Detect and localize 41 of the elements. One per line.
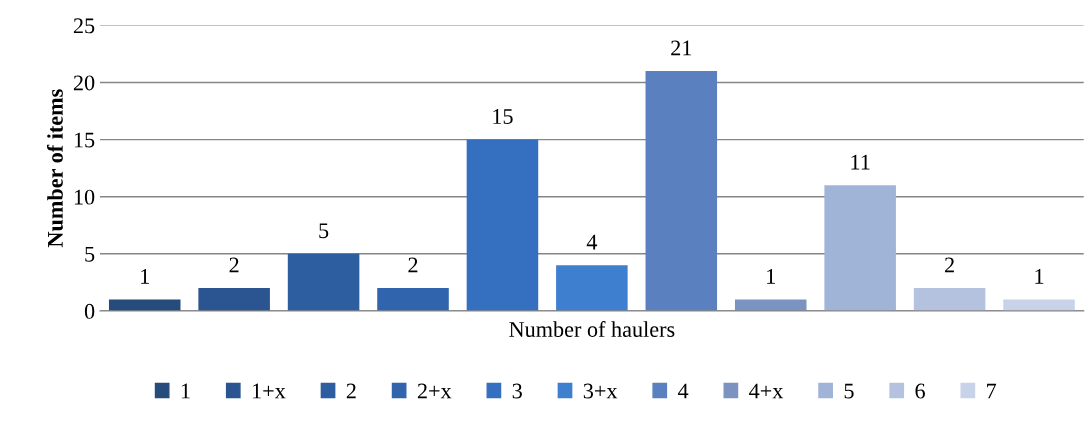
y-tick-label: 15 (74, 132, 95, 148)
legend-label: 3 (512, 383, 522, 399)
bar (734, 299, 807, 311)
legend-label: 1 (181, 383, 190, 399)
bar (824, 185, 896, 311)
data-label: 2 (408, 257, 418, 273)
y-tick-label: 0 (84, 303, 95, 319)
bar (108, 299, 181, 311)
data-label: 2 (229, 257, 239, 273)
legend-label: 1+x (253, 383, 286, 399)
data-label: 5 (319, 223, 329, 239)
data-label: 11 (851, 154, 870, 170)
y-axis-title: Number of items (46, 89, 63, 248)
legend-label: 7 (987, 383, 997, 399)
bar (377, 288, 449, 311)
y-tick-label: 20 (73, 75, 95, 91)
legend-label: 2+x (417, 383, 452, 399)
y-tick-label: 25 (73, 18, 95, 34)
data-label: 21 (671, 40, 692, 56)
data-label: 1 (767, 268, 775, 284)
bar (913, 288, 986, 311)
data-label: 2 (945, 257, 954, 273)
data-label: 15 (493, 109, 513, 124)
bar (198, 288, 270, 311)
data-label: 1 (141, 268, 149, 284)
legend-label: 4 (677, 383, 689, 399)
legend-label: 5 (844, 383, 854, 399)
y-tick-label: 10 (74, 189, 95, 205)
bar (645, 71, 718, 311)
bar (466, 139, 539, 311)
legend-label: 2 (346, 383, 356, 399)
bar (1003, 299, 1075, 311)
legend-label: 6 (915, 383, 925, 399)
bar (556, 265, 628, 311)
x-axis-title: Number of haulers (509, 321, 675, 337)
y-tick-label: 5 (85, 246, 95, 262)
data-label: 4 (586, 234, 598, 250)
legend-label: 4+x (749, 383, 784, 399)
legend-label: 3+x (583, 383, 618, 399)
bar (287, 253, 360, 311)
data-label: 1 (1035, 268, 1044, 284)
